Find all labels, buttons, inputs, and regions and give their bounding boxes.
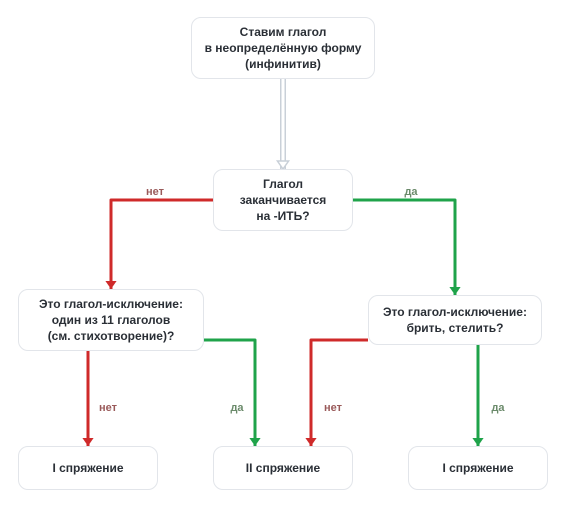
edge-e3 <box>353 200 455 295</box>
edge-label-e3: да <box>404 186 417 198</box>
node-text-n6: II спряжение <box>246 460 320 476</box>
node-text-n2: Глаголзаканчиваетсяна -ИТЬ? <box>240 176 327 225</box>
node-n2: Глаголзаканчиваетсяна -ИТЬ? <box>213 169 353 231</box>
edge-e6 <box>311 340 368 446</box>
node-text-n3: Это глагол-исключение:один из 11 глаголо… <box>39 296 183 345</box>
node-n7: I спряжение <box>408 446 548 490</box>
edge-label-e7: да <box>491 402 504 414</box>
node-text-n5: I спряжение <box>52 460 123 476</box>
node-n3: Это глагол-исключение:один из 11 глаголо… <box>18 289 204 351</box>
edge-label-e5: да <box>230 402 243 414</box>
edge-label-e4: нет <box>99 402 117 414</box>
edge-label-e6: нет <box>324 402 342 414</box>
edge-e5 <box>204 340 255 446</box>
node-n5: I спряжение <box>18 446 158 490</box>
node-n1: Ставим глаголв неопределённую форму(инфи… <box>191 17 375 79</box>
node-text-n7: I спряжение <box>442 460 513 476</box>
node-text-n1: Ставим глаголв неопределённую форму(инфи… <box>205 24 362 73</box>
edge-label-e2: нет <box>146 186 164 198</box>
edge-e2 <box>111 200 213 289</box>
node-n6: II спряжение <box>213 446 353 490</box>
node-text-n4: Это глагол-исключение:брить, стелить? <box>383 304 527 336</box>
node-n4: Это глагол-исключение:брить, стелить? <box>368 295 542 345</box>
